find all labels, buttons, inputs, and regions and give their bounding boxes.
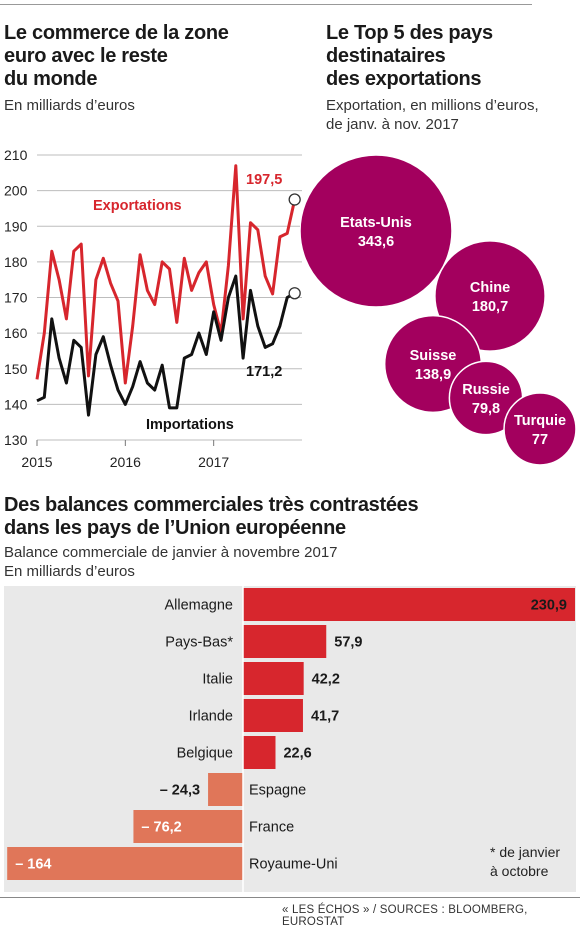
bar-value-label: – 164 [15, 857, 51, 873]
bar-value-label: 41,7 [311, 709, 339, 725]
bubble-country-label: Suisse [410, 348, 457, 364]
bar-category-label: Pays-Bas* [165, 635, 233, 651]
bar-category-label: Royaume-Uni [249, 857, 338, 873]
bar-row: Espagne – 24,3 [160, 773, 306, 806]
y-tick-label: 150 [4, 361, 28, 377]
bar [243, 588, 575, 621]
bubble-value-label: 138,9 [415, 367, 451, 383]
x-tick-label: 2015 [21, 454, 52, 470]
y-tick-label: 210 [4, 147, 28, 163]
series-line-exportations [35, 164, 297, 385]
trade-chart-x-ticks: 2015 2016 2017 [21, 440, 229, 470]
bar-chart-title-line: dans les pays de l’Union européenne [4, 517, 346, 539]
y-tick-label: 190 [4, 218, 28, 234]
bar-row: Allemagne 230,9 [164, 588, 575, 621]
bubble-circle [434, 240, 546, 352]
series-label-exportations: Exportations [93, 198, 182, 214]
top-rule [0, 4, 532, 5]
trade-chart-title-line: Le commerce de la zone [4, 22, 229, 44]
trade-chart-end-markers [288, 193, 301, 300]
bar-row: Pays-Bas* 57,9 [165, 625, 362, 658]
bubble-etats-unis: Etats-Unis 343,6 [300, 154, 453, 308]
bubble-country-label: Etats-Unis [340, 215, 412, 231]
bubble-turquie: Turquie 77 [503, 392, 577, 466]
y-tick-label: 180 [4, 254, 28, 270]
trade-chart-subtitle: En milliards d’euros [4, 97, 135, 114]
bar-chart-subtitle-line: Balance commerciale de janvier à novembr… [4, 544, 338, 561]
bar-row: Italie 42,2 [202, 662, 340, 695]
import-last-value: 171,2 [246, 364, 282, 380]
bar-row: France – 76,2 [133, 810, 294, 843]
top5-bubble-chart: Etats-Unis343,6Chine180,7Suisse138,9Russ… [300, 154, 577, 466]
bar [243, 625, 327, 658]
bar-chart-title-line: Des balances commerciales très contrasté… [4, 494, 419, 516]
trade-balance-bar-chart: Allemagne 230,9 Pays-Bas* 57,9 Italie 42,2 Irl… [7, 586, 575, 892]
bubble-circle [503, 392, 577, 466]
x-tick-label: 2017 [198, 454, 229, 470]
bar-category-label: Belgique [177, 746, 233, 762]
bar-value-label: 22,6 [283, 746, 311, 762]
trade-chart-title-line: euro avec le reste [4, 45, 168, 67]
bar-value-label: – 24,3 [160, 783, 200, 799]
bar [7, 847, 243, 880]
bar-value-label: 57,9 [334, 635, 362, 651]
trade-chart-title: Le commerce de la zone euro avec le rest… [4, 22, 304, 91]
y-tick-label: 160 [4, 325, 28, 341]
bar-row: Royaume-Uni – 164 [7, 847, 338, 880]
bar-category-label: Italie [202, 672, 233, 688]
bar [133, 810, 243, 843]
trade-line-chart: 130 140 150 160 170 180 190 200 210 2015 2016 2017… [4, 147, 302, 470]
bubble-country-label: Chine [470, 280, 510, 296]
trade-chart-y-ticks: 130 140 150 160 170 180 190 200 210 [4, 147, 28, 448]
series-line-importations [36, 274, 296, 417]
bar-chart-title: Des balances commerciales très contrasté… [4, 494, 574, 540]
bubble-circle [300, 154, 453, 308]
bar-value-label: – 76,2 [141, 820, 181, 836]
bubble-value-label: 77 [532, 432, 548, 448]
bar [208, 773, 243, 806]
export-last-value: 197,5 [246, 172, 282, 188]
footer-rule [0, 897, 580, 898]
x-tick-label: 2016 [110, 454, 141, 470]
bubble-chine: Chine 180,7 [434, 240, 546, 352]
bubble-russie: Russie 79,8 [448, 360, 524, 436]
bar [243, 662, 304, 695]
footnote-line: à octobre [490, 863, 549, 879]
bubble-country-label: Turquie [514, 413, 566, 429]
y-tick-label: 140 [4, 396, 28, 412]
bubble-value-label: 343,6 [358, 234, 394, 250]
bar-value-label: 230,9 [531, 598, 567, 614]
end-point-marker [288, 193, 301, 206]
bubble-value-label: 180,7 [472, 299, 508, 315]
bar-chart-subtitle-line: En milliards d’euros [4, 563, 135, 580]
end-point-marker [288, 287, 301, 300]
bar-row: Belgique 22,6 [177, 736, 312, 769]
bubble-chart-subtitle-line: Exportation, en millions d’euros, [326, 97, 539, 114]
bar-category-label: Irlande [189, 709, 233, 725]
bubble-value-label: 79,8 [472, 401, 500, 417]
y-tick-label: 200 [4, 183, 28, 199]
source-footer: « LES ÉCHOS » / SOURCES : BLOOMBERG, EUR… [282, 904, 528, 928]
bubble-chart-subtitle: Exportation, en millions d’euros, de jan… [326, 96, 580, 134]
bar [243, 736, 276, 769]
bar-category-label: France [249, 820, 294, 836]
series-label-importations: Importations [146, 417, 234, 433]
bubble-country-label: Russie [462, 382, 510, 398]
bar-category-label: Espagne [249, 783, 306, 799]
bubble-chart-title-line: Le Top 5 des pays [326, 22, 493, 44]
bar-category-label: Allemagne [164, 598, 233, 614]
y-tick-label: 130 [4, 432, 28, 448]
bubble-chart-title-line: des exportations [326, 68, 482, 90]
bubble-chart-subtitle-line: de janv. à nov. 2017 [326, 116, 459, 133]
bar-chart-subtitle: Balance commerciale de janvier à novembr… [4, 543, 338, 581]
bar-value-label: 42,2 [312, 672, 340, 688]
footnote-line: * de janvier [490, 844, 560, 860]
bar [243, 699, 303, 732]
bubble-chart-title: Le Top 5 des pays destinataires des expo… [326, 22, 580, 91]
bubble-chart-title-line: destinataires [326, 45, 446, 67]
bar-row: Irlande 41,7 [189, 699, 339, 732]
trade-chart-title-line: du monde [4, 68, 98, 90]
y-tick-label: 170 [4, 290, 28, 306]
